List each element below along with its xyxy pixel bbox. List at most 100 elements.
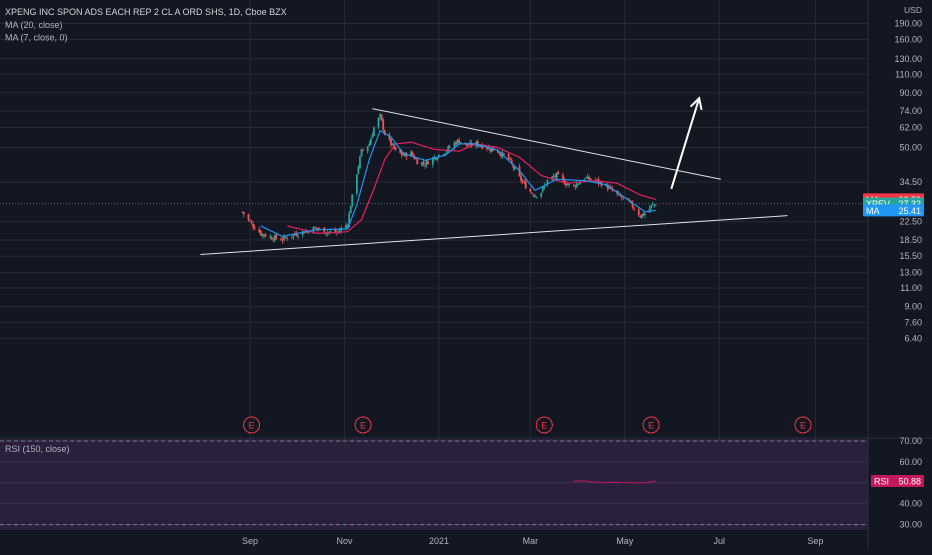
candle-body (561, 174, 564, 180)
candle-body (334, 229, 337, 233)
candle-body (479, 146, 482, 147)
candle-body (509, 158, 512, 160)
candle-body (523, 180, 526, 183)
price-tick-label: 11.00 (900, 283, 922, 293)
candle-body (546, 179, 549, 185)
candle-body (272, 239, 275, 241)
candle-body (639, 215, 642, 218)
candle-body (568, 183, 570, 185)
candle-body (249, 220, 251, 222)
candle-body (455, 142, 457, 145)
lower-trendline (200, 215, 788, 255)
x-tick-label: Nov (336, 536, 353, 546)
x-tick-label: Sep (242, 536, 258, 546)
price-tick-label: 90.00 (899, 88, 922, 98)
candle-body (447, 146, 450, 151)
rsi-tick-label: 40.00 (899, 499, 922, 509)
candle-body (373, 127, 375, 136)
candle-body (529, 188, 532, 193)
candle-body (640, 214, 643, 219)
grid-lines (0, 0, 868, 530)
candle-body (644, 213, 646, 216)
candle-body (422, 161, 425, 164)
earnings-marker-circle (354, 416, 372, 434)
candle-body (377, 117, 380, 128)
candle-body (648, 208, 651, 213)
candle-body (653, 204, 656, 206)
price-tick-label: 18.50 (899, 235, 922, 245)
ma20-line (287, 141, 656, 235)
candle-body (478, 145, 481, 147)
earnings-marker-label: E (648, 421, 654, 431)
price-tick-label: 6.40 (904, 333, 922, 343)
price-tick-label: 74.00 (899, 106, 922, 116)
candle-body (465, 143, 468, 146)
x-tick-label: Sep (807, 536, 823, 546)
candle-body (586, 176, 589, 179)
earnings-marker-label: E (800, 421, 806, 431)
candle-body (259, 230, 262, 236)
candle-body (390, 138, 392, 146)
price-tag-ma_low: MA 25.41 (863, 204, 924, 217)
candle-body (317, 228, 320, 230)
candle-body (394, 147, 397, 150)
candle-body (554, 175, 557, 177)
x-tick-label: 2021 (429, 536, 449, 546)
candle-body (338, 230, 341, 233)
candle-body (263, 234, 265, 236)
earnings-marker-circle (642, 416, 660, 434)
earnings-marker: E (794, 416, 812, 434)
candle-body (448, 146, 451, 148)
candle-body (551, 176, 553, 179)
candle-body (589, 178, 592, 180)
price-tag-value: 25.41 (898, 206, 921, 216)
candle-body (405, 153, 408, 157)
price-tick-label: 160.00 (894, 34, 922, 44)
candle-body (270, 236, 273, 240)
candle-body (283, 236, 285, 240)
candle-body (489, 148, 491, 151)
candle-body (284, 237, 287, 239)
x-tick-label: Jul (714, 536, 726, 546)
candle-body (307, 231, 310, 233)
candle-body (642, 213, 645, 216)
candle-body (253, 227, 256, 230)
candle-body (521, 181, 524, 183)
indicator-label: MA (7, close, 0) (5, 33, 68, 43)
candle-body (585, 177, 588, 179)
candle-body (563, 179, 566, 185)
candle-body (346, 225, 349, 227)
candle-body (269, 236, 272, 238)
candle-body (557, 171, 560, 175)
candle-body (345, 224, 347, 229)
candle-body (481, 144, 484, 149)
candle-body (620, 196, 623, 198)
candle-body (596, 179, 598, 181)
candle-body (490, 148, 493, 153)
candle-body (456, 139, 459, 144)
candle-body (588, 177, 591, 180)
price-tick-label: 13.00 (899, 268, 922, 278)
earnings-marker-label: E (541, 421, 547, 431)
candle-body (444, 153, 447, 155)
candle-body (368, 144, 371, 147)
candle-body (566, 184, 569, 186)
candle-body (261, 233, 264, 236)
earnings-marker: E (642, 416, 660, 434)
candle-body (434, 157, 437, 160)
price-tag-label: MA (866, 206, 880, 216)
candle-body (281, 239, 284, 241)
rsi-tag-value: 50.88 (898, 476, 921, 486)
candle-body (577, 183, 580, 185)
rsi-tick-label: 70.00 (899, 436, 922, 446)
price-tag-value: 27.32 (898, 199, 921, 209)
price-tick-label: 110.00 (895, 69, 922, 79)
candle-body (290, 236, 293, 238)
price-tick-label: 50.00 (899, 143, 922, 153)
candle-body (599, 181, 601, 183)
candle-body (498, 152, 501, 154)
candle-body (459, 141, 462, 144)
rsi-panel-background (0, 439, 868, 530)
price-tick-label: 190.00 (894, 19, 922, 29)
